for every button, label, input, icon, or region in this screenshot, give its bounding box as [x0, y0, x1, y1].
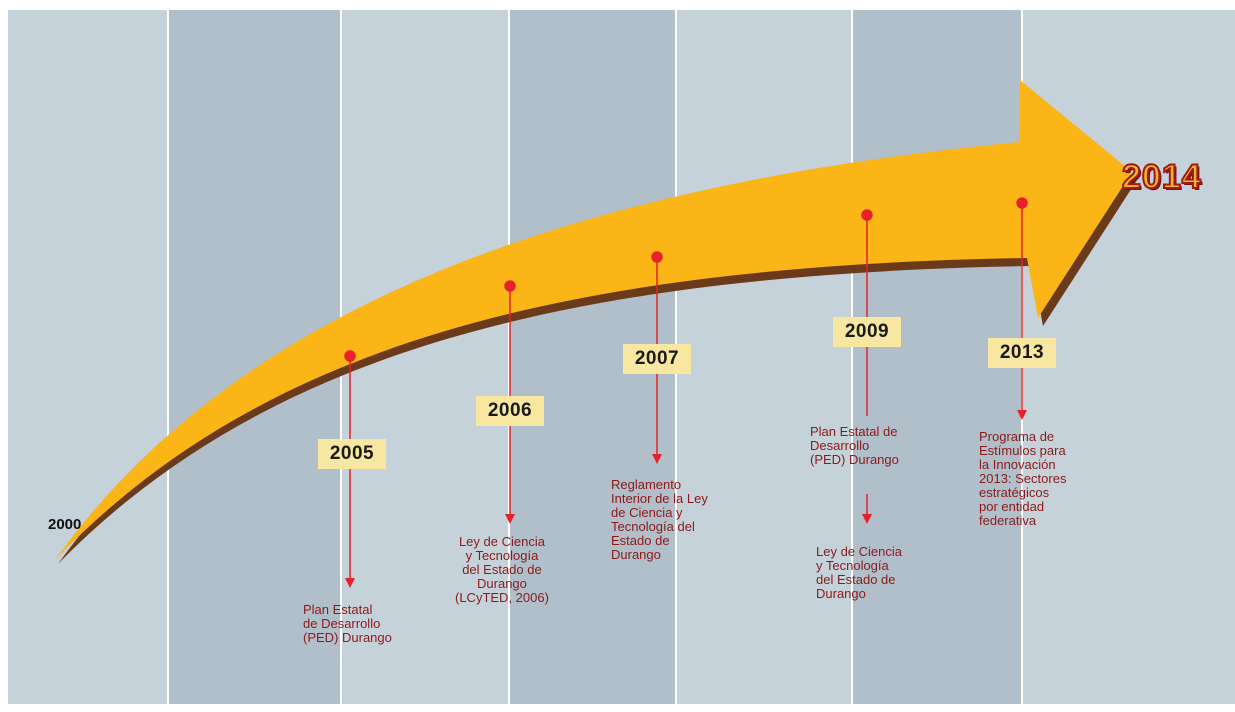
- event-description-2006: Ley de Ciencia y Tecnología del Estado d…: [455, 535, 549, 605]
- description-line: la Innovación: [979, 457, 1056, 472]
- description-line: Tecnología del: [611, 519, 695, 534]
- description-line: del Estado de: [816, 572, 896, 587]
- arrowhead-2009: [862, 514, 872, 524]
- connectors: [344, 197, 1028, 588]
- description-line: y Tecnología: [465, 548, 539, 563]
- event-description-2007: Reglamento Interior de la Ley de Ciencia…: [611, 478, 708, 562]
- description-line: Desarrollo: [810, 438, 870, 453]
- event-description-2013: Programa de Estímulos para la Innovación…: [979, 430, 1066, 528]
- event-dot-2005: [344, 350, 356, 362]
- arrowhead-2013: [1017, 410, 1027, 420]
- description-line: del Estado de: [462, 562, 542, 577]
- description-line: Estímulos para: [979, 443, 1066, 458]
- description-line: Ley de Ciencia: [458, 534, 545, 549]
- description-line: Estado de: [611, 533, 670, 548]
- end-year-label: 2014: [1121, 157, 1202, 197]
- year-box-2005: 2005: [318, 439, 386, 469]
- description-line: Plan Estatal: [303, 602, 373, 617]
- year-box-2013: 2013: [988, 338, 1056, 368]
- description-line: (PED) Durango: [303, 630, 392, 645]
- arrowhead-2006: [505, 514, 515, 524]
- column-1: [8, 10, 168, 704]
- description-line: y Tecnología: [816, 558, 889, 573]
- event-dot-2013: [1016, 197, 1028, 209]
- column-divider: [851, 10, 853, 704]
- event-dot-2009: [861, 209, 873, 221]
- column-5: [676, 10, 852, 704]
- description-line: estratégicos: [979, 485, 1050, 500]
- column-divider: [167, 10, 169, 704]
- column-divider: [508, 10, 510, 704]
- description-line: Durango: [816, 586, 866, 601]
- description-line: Durango: [611, 547, 661, 562]
- event-dot-2007: [651, 251, 663, 263]
- description-line: (PED) Durango: [810, 452, 899, 467]
- description-line: Durango: [477, 576, 527, 591]
- description-line: de Desarrollo: [303, 616, 381, 631]
- description-line: Plan Estatal de: [810, 424, 898, 439]
- arrowhead-2005: [345, 578, 355, 588]
- description-line: Interior de la Ley: [611, 491, 708, 506]
- arrowhead-2007: [652, 454, 662, 464]
- event-description-2005: Plan Estatal de Desarrollo (PED) Durango: [303, 603, 392, 645]
- start-year-label: 2000: [48, 516, 82, 533]
- description-line: Ley de Ciencia: [816, 544, 902, 559]
- year-box-2009: 2009: [833, 317, 901, 347]
- arrow-body: [55, 80, 1132, 560]
- description-line: por entidad: [979, 499, 1045, 514]
- description-line: Programa de: [979, 429, 1055, 444]
- event-dot-2006: [504, 280, 516, 292]
- description-line: federativa: [979, 513, 1037, 528]
- description-line: Reglamento: [611, 477, 682, 492]
- description-line: de Ciencia y: [611, 505, 683, 520]
- description-line: 2013: Sectores: [979, 471, 1067, 486]
- year-box-2007: 2007: [623, 344, 691, 374]
- year-box-2006: 2006: [476, 396, 544, 426]
- event-description-2009-second: Ley de Ciencia y Tecnología del Estado d…: [816, 545, 902, 601]
- description-line: (LCyTED, 2006): [455, 590, 549, 605]
- event-description-2009: Plan Estatal de Desarrollo (PED) Durango: [810, 425, 899, 467]
